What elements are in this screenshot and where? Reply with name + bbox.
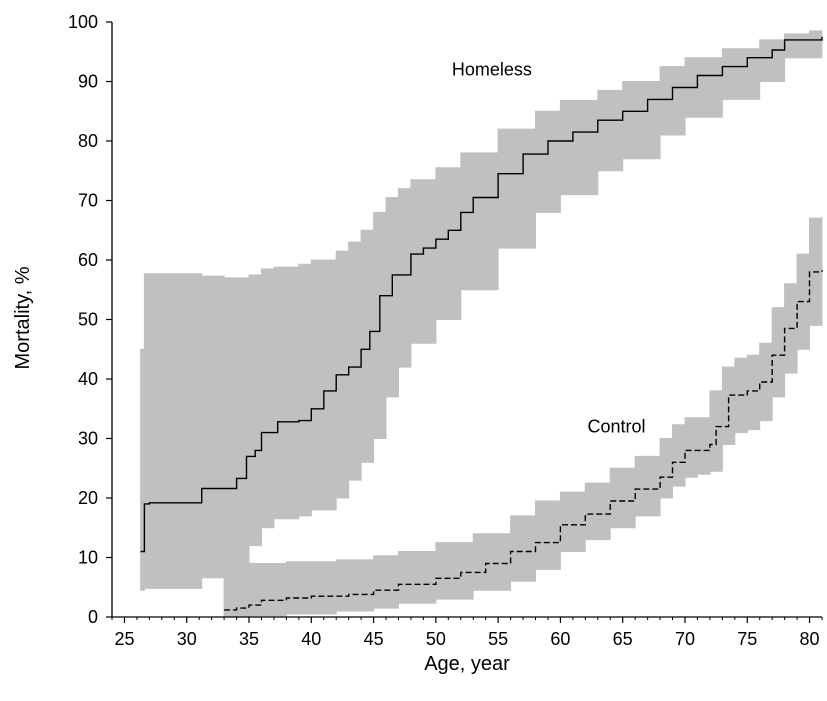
- x-tick-label: 25: [114, 629, 134, 649]
- y-axis-label: Mortality, %: [12, 266, 34, 369]
- y-tick-label: 80: [78, 131, 98, 151]
- x-tick-label: 75: [737, 629, 757, 649]
- y-ticks: 0 10 20 30 40 50 60 70 80 90 100: [68, 12, 112, 627]
- x-ticks: 25 30 35 40 45 50 55 60 65 70 75 80: [111, 617, 823, 649]
- y-tick-label: 0: [88, 607, 98, 627]
- x-tick-label: 80: [800, 629, 820, 649]
- x-tick-label: 70: [675, 629, 695, 649]
- x-tick-label: 50: [426, 629, 446, 649]
- y-tick-label: 20: [78, 488, 98, 508]
- y-tick-label: 30: [78, 429, 98, 449]
- homeless-ci-band: [140, 30, 823, 591]
- y-tick-label: 90: [78, 72, 98, 92]
- annotation-control: Control: [587, 417, 645, 437]
- x-tick-label: 40: [301, 629, 321, 649]
- control-series: [224, 270, 823, 611]
- x-tick-label: 30: [177, 629, 197, 649]
- x-axis-label: Age, year: [424, 653, 510, 675]
- x-tick-label: 55: [488, 629, 508, 649]
- y-tick-label: 100: [68, 12, 98, 32]
- annotation-homeless: Homeless: [452, 60, 532, 80]
- homeless-confidence-band: [140, 30, 823, 591]
- control-line: [224, 270, 823, 611]
- y-tick-label: 10: [78, 548, 98, 568]
- y-tick-label: 70: [78, 191, 98, 211]
- x-tick-label: 60: [550, 629, 570, 649]
- x-tick-label: 65: [613, 629, 633, 649]
- homeless-series: [140, 36, 823, 553]
- x-tick-label: 35: [239, 629, 259, 649]
- y-tick-label: 40: [78, 369, 98, 389]
- homeless-line: [140, 36, 823, 553]
- y-tick-label: 50: [78, 310, 98, 330]
- y-tick-label: 60: [78, 250, 98, 270]
- x-tick-label: 45: [364, 629, 384, 649]
- control-ci-band: [223, 216, 823, 618]
- control-confidence-band: [223, 216, 823, 618]
